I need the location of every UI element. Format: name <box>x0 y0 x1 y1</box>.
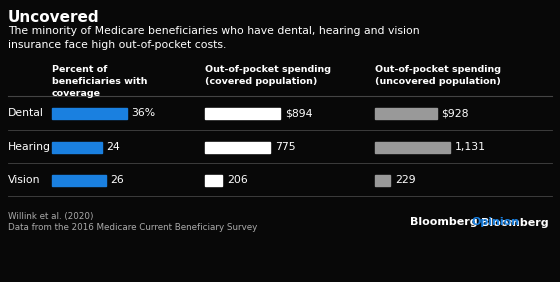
Text: 26: 26 <box>110 175 124 185</box>
Text: Data from the 2016 Medicare Current Beneficiary Survey: Data from the 2016 Medicare Current Bene… <box>8 223 257 232</box>
Text: 24: 24 <box>106 142 120 152</box>
Text: 775: 775 <box>275 142 296 152</box>
Text: Bloomberg: Bloomberg <box>482 218 549 228</box>
Text: Out-of-pocket spending
(uncovered population): Out-of-pocket spending (uncovered popula… <box>375 65 501 86</box>
Text: Opinion: Opinion <box>472 217 520 227</box>
Bar <box>205 175 222 186</box>
Bar <box>375 142 450 153</box>
Bar <box>375 107 437 118</box>
Text: Hearing: Hearing <box>8 142 51 152</box>
Bar <box>52 175 106 186</box>
Bar <box>205 142 270 153</box>
Text: Bloomberg: Bloomberg <box>410 217 478 227</box>
Text: Uncovered: Uncovered <box>8 10 100 25</box>
Text: The minority of Medicare beneficiaries who have dental, hearing and vision
insur: The minority of Medicare beneficiaries w… <box>8 26 419 50</box>
Text: Vision: Vision <box>8 175 40 185</box>
Bar <box>375 175 390 186</box>
Bar <box>52 142 102 153</box>
Text: 229: 229 <box>395 175 416 185</box>
Text: $894: $894 <box>285 108 312 118</box>
Text: 206: 206 <box>227 175 248 185</box>
Text: Percent of
beneficiaries with
coverage: Percent of beneficiaries with coverage <box>52 65 147 98</box>
Text: Dental: Dental <box>8 108 44 118</box>
Bar <box>205 107 280 118</box>
Text: 36%: 36% <box>131 108 155 118</box>
Text: 1,131: 1,131 <box>455 142 486 152</box>
Text: $928: $928 <box>441 108 469 118</box>
Bar <box>52 107 127 118</box>
Text: Willink et al. (2020): Willink et al. (2020) <box>8 212 94 221</box>
Text: Out-of-pocket spending
(covered population): Out-of-pocket spending (covered populati… <box>205 65 331 86</box>
